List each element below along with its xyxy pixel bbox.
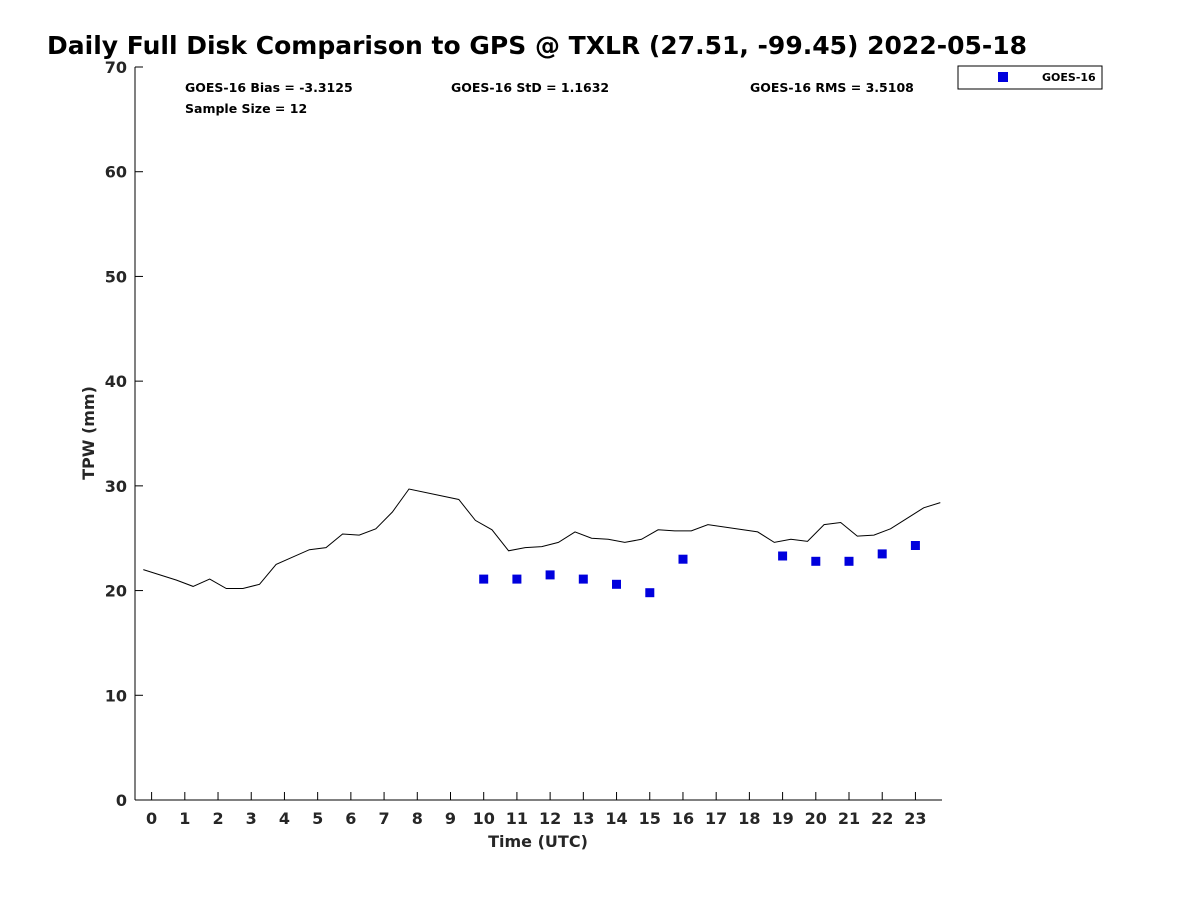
x-tick-label: 22 <box>871 809 893 828</box>
sample-size-stat: Sample Size = 12 <box>185 101 307 116</box>
x-tick-label: 21 <box>838 809 860 828</box>
bias-stat: GOES-16 Bias = -3.3125 <box>185 80 353 95</box>
x-tick-label: 6 <box>345 809 356 828</box>
y-tick-label: 20 <box>105 582 127 601</box>
x-tick-label: 18 <box>738 809 760 828</box>
goes16-point <box>678 554 688 564</box>
legend-label: GOES-16 <box>1042 71 1096 84</box>
goes16-points <box>479 541 920 598</box>
x-tick-label: 5 <box>312 809 323 828</box>
rms-stat: GOES-16 RMS = 3.5108 <box>750 80 914 95</box>
chart-title: Daily Full Disk Comparison to GPS @ TXLR… <box>47 31 1027 60</box>
y-tick-label: 40 <box>105 372 127 391</box>
legend-marker <box>998 72 1008 82</box>
x-tick-label: 23 <box>904 809 926 828</box>
goes16-point <box>811 556 821 566</box>
y-tick-label: 50 <box>105 267 127 286</box>
y-axis-label: TPW (mm) <box>79 386 98 480</box>
goes16-point <box>512 574 522 584</box>
x-ticks: 0 1 2 3 4 5 6 7 8 9 10 11 12 13 14 15 16 17 18 19 20 21 22 23 <box>146 792 927 828</box>
x-tick-label: 7 <box>379 809 390 828</box>
x-tick-label: 9 <box>445 809 456 828</box>
std-stat: GOES-16 StD = 1.1632 <box>451 80 609 95</box>
gps-tpw-line <box>143 488 941 589</box>
goes16-point <box>778 551 788 561</box>
x-tick-label: 4 <box>279 809 290 828</box>
x-tick-label: 14 <box>605 809 627 828</box>
y-tick-label: 60 <box>105 163 127 182</box>
x-tick-label: 11 <box>506 809 528 828</box>
x-tick-label: 8 <box>412 809 423 828</box>
goes16-point <box>479 574 489 584</box>
legend-box <box>957 65 1103 90</box>
x-tick-label: 16 <box>672 809 694 828</box>
x-tick-label: 1 <box>179 809 190 828</box>
x-tick-label: 10 <box>473 809 495 828</box>
goes16-point <box>910 541 920 550</box>
x-tick-label: 13 <box>572 809 594 828</box>
x-tick-label: 3 <box>246 809 257 828</box>
x-tick-label: 12 <box>539 809 561 828</box>
y-tick-label: 30 <box>105 477 127 496</box>
y-tick-label: 0 <box>116 791 127 810</box>
goes16-point <box>612 579 621 589</box>
y-ticks: 0 10 20 30 40 50 60 70 <box>105 58 143 810</box>
x-axis-label: Time (UTC) <box>488 832 588 851</box>
x-tick-label: 17 <box>705 809 727 828</box>
y-tick-label: 70 <box>105 58 127 77</box>
goes16-point <box>877 549 887 559</box>
legend: GOES-16 <box>957 65 1103 90</box>
x-tick-label: 2 <box>212 809 223 828</box>
y-tick-label: 10 <box>105 686 127 705</box>
goes16-point <box>578 574 588 584</box>
x-tick-label: 15 <box>639 809 661 828</box>
x-tick-label: 19 <box>771 809 793 828</box>
goes16-point <box>545 570 555 580</box>
x-tick-label: 20 <box>805 809 827 828</box>
goes16-point <box>645 588 655 598</box>
x-tick-label: 0 <box>146 809 157 828</box>
goes16-point <box>844 556 854 566</box>
